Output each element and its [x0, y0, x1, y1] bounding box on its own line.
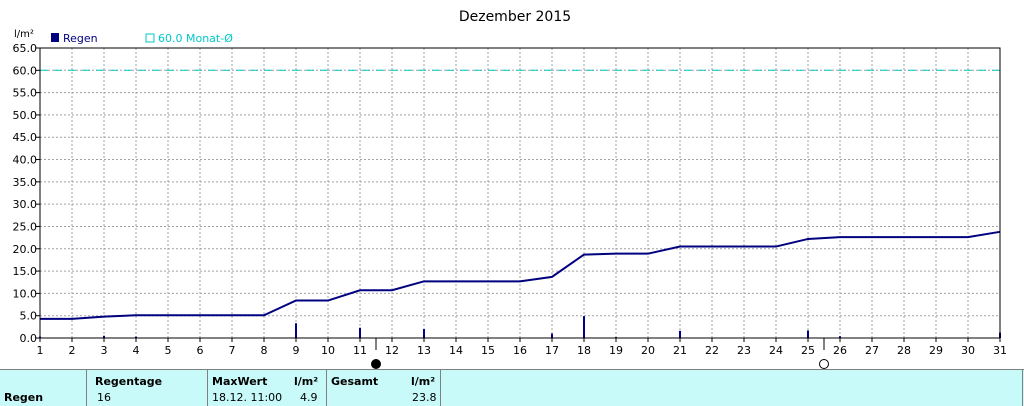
rain-bar	[679, 330, 681, 338]
chart-title: Dezember 2015	[459, 9, 571, 25]
rain-bar	[103, 335, 105, 338]
rain-bar	[359, 327, 361, 338]
stats-divider	[326, 369, 327, 406]
stats-top-border	[0, 369, 1024, 370]
x-tick-label: 8	[261, 344, 268, 357]
x-tick-label: 4	[133, 344, 140, 357]
y-tick-label: 35.0	[13, 176, 38, 189]
x-tick-label: 15	[481, 344, 495, 357]
x-tick-label: 20	[641, 344, 655, 357]
y-tick-label: 65.0	[13, 42, 38, 55]
x-tick-label: 14	[449, 344, 463, 357]
x-tick-label: 30	[961, 344, 975, 357]
gesamt-unit: l/m²	[411, 375, 436, 388]
x-tick-label: 12	[385, 344, 399, 357]
x-tick-label: 22	[705, 344, 719, 357]
x-tick-label: 6	[197, 344, 204, 357]
y-tick-label: 55.0	[13, 87, 38, 100]
maxwert-date: 18.12. 11:00	[212, 391, 283, 404]
stats-row-label: Regen	[4, 391, 44, 404]
x-tick-label: 18	[577, 344, 591, 357]
x-tick-label: 31	[993, 344, 1007, 357]
rain-chart: Dezember 2015 l/m² Regen 60.0 Monat-Ø 0.…	[13, 9, 1007, 369]
rain-bar	[551, 333, 553, 338]
x-tick-label: 1	[37, 344, 44, 357]
stats-divider	[440, 369, 441, 406]
x-tick-label: 10	[321, 344, 335, 357]
x-tick-label: 27	[865, 344, 879, 357]
x-tick-label: 25	[801, 344, 815, 357]
maxwert-unit: l/m²	[294, 375, 319, 388]
x-tick-label: 3	[101, 344, 108, 357]
stats-divider	[207, 369, 208, 406]
gesamt-value: 23.8	[412, 391, 437, 404]
y-tick-label: 60.0	[13, 64, 38, 77]
legend-label-regen: Regen	[63, 32, 98, 45]
rain-bar	[583, 316, 585, 338]
rain-bar	[295, 323, 297, 338]
x-tick-label: 17	[545, 344, 559, 357]
y-tick-label: 25.0	[13, 220, 38, 233]
x-tick-label: 23	[737, 344, 751, 357]
cumulative-rain-line	[40, 230, 1001, 320]
x-tick-label: 9	[293, 344, 300, 357]
regentage-value: 16	[97, 391, 111, 404]
y-tick-label: 20.0	[13, 243, 38, 256]
maxwert-value: 4.9	[300, 391, 318, 404]
regentage-label: Regentage	[95, 375, 163, 388]
y-tick-label: 0.0	[20, 332, 38, 345]
x-tick-label: 11	[353, 344, 367, 357]
full-moon-icon	[819, 359, 829, 369]
rain-bar	[807, 330, 809, 338]
legend-label-average: 60.0 Monat-Ø	[158, 32, 233, 45]
x-tick-label: 7	[229, 344, 236, 357]
x-tick-label: 16	[513, 344, 527, 357]
x-tick-label: 5	[165, 344, 172, 357]
x-tick-label: 13	[417, 344, 431, 357]
legend-swatch-average	[145, 33, 155, 43]
legend: Regen 60.0 Monat-Ø	[51, 32, 233, 45]
y-tick-label: 30.0	[13, 198, 38, 211]
stats-panel	[0, 369, 1024, 406]
legend-swatch-regen	[51, 33, 59, 42]
stats-divider	[86, 369, 87, 406]
y-tick-label: 45.0	[13, 131, 38, 144]
y-axis-unit: l/m²	[14, 29, 34, 40]
x-tick-label: 24	[769, 344, 783, 357]
maxwert-label: MaxWert	[212, 375, 268, 388]
x-tick-label: 29	[929, 344, 943, 357]
rain-bar	[135, 336, 137, 338]
x-tick-label: 26	[833, 344, 847, 357]
x-tick-label: 2	[69, 344, 76, 357]
y-tick-label: 50.0	[13, 109, 38, 122]
rain-bar	[423, 329, 425, 338]
x-tick-label: 28	[897, 344, 911, 357]
stats-divider	[1022, 369, 1023, 406]
x-tick-label: 21	[673, 344, 687, 357]
y-tick-label: 10.0	[13, 287, 38, 300]
plot-frame	[39, 47, 1001, 339]
x-tick-label: 19	[609, 344, 623, 357]
gesamt-label: Gesamt	[331, 375, 379, 388]
y-tick-label: 15.0	[13, 265, 38, 278]
y-tick-label: 40.0	[13, 154, 38, 167]
new-moon-icon	[371, 359, 381, 369]
y-tick-label: 5.0	[20, 310, 38, 323]
rain-bar	[839, 336, 841, 338]
